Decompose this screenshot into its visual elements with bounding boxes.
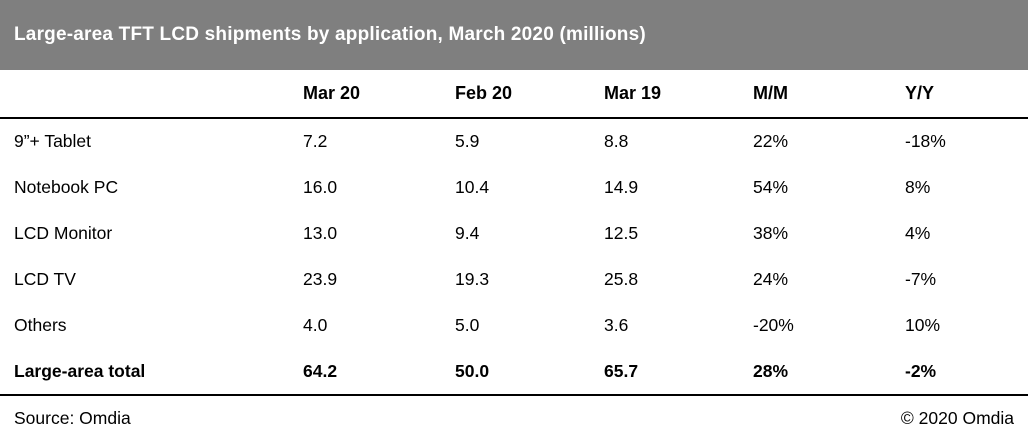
cell-value: 23.9 bbox=[303, 268, 338, 289]
cell-value: 25.8 bbox=[604, 268, 639, 289]
header-application bbox=[0, 70, 303, 119]
cell-value: 5.9 bbox=[455, 131, 480, 151]
cell-value: 24% bbox=[753, 268, 789, 289]
header-yy: Y/Y bbox=[905, 70, 1028, 119]
cell-value: 3.6 bbox=[604, 314, 629, 335]
cell-value: -7% bbox=[905, 268, 937, 289]
table-row: 9”+ Tablet 7.2 5.9 8.8 22% -18% bbox=[0, 118, 1028, 164]
table-row: Notebook PC 16.0 10.4 14.9 54% 8% bbox=[0, 164, 1028, 210]
cell-value: 10.4 bbox=[455, 176, 490, 197]
cell-value: 50.0 bbox=[455, 360, 490, 381]
cell-value: 7.2 bbox=[303, 131, 328, 151]
header-mar19: Mar 19 bbox=[604, 70, 753, 119]
header-row: Mar 20 Feb 20 Mar 19 M/M Y/Y bbox=[0, 70, 1028, 119]
cell-value: 10% bbox=[905, 314, 941, 335]
figure-footer: Source: Omdia © 2020 Omdia bbox=[0, 394, 1028, 440]
source-label: Source: Omdia bbox=[14, 407, 131, 428]
header-mar20: Mar 20 bbox=[303, 70, 455, 119]
table-row: LCD Monitor 13.0 9.4 12.5 38% 4% bbox=[0, 210, 1028, 256]
figure-title: Large-area TFT LCD shipments by applicat… bbox=[0, 0, 1028, 70]
cell-value: 22% bbox=[753, 131, 789, 151]
table-row: LCD TV 23.9 19.3 25.8 24% -7% bbox=[0, 256, 1028, 302]
cell-value: 28% bbox=[753, 360, 789, 381]
cell-value: -18% bbox=[905, 131, 946, 151]
cell-value: 13.0 bbox=[303, 222, 338, 243]
cell-value: 54% bbox=[753, 176, 789, 197]
cell-value: 19.3 bbox=[455, 268, 490, 289]
cell-value: 4.0 bbox=[303, 314, 328, 335]
row-label: LCD Monitor bbox=[14, 222, 113, 243]
shipments-table: Mar 20 Feb 20 Mar 19 M/M Y/Y 9”+ Tablet 7… bbox=[0, 70, 1028, 394]
cell-value: 4% bbox=[905, 222, 931, 243]
header-mm: M/M bbox=[753, 70, 905, 119]
cell-value: 65.7 bbox=[604, 360, 639, 381]
row-label: Notebook PC bbox=[14, 176, 119, 197]
cell-value: -20% bbox=[753, 314, 794, 335]
row-label: Others bbox=[14, 314, 67, 335]
cell-value: 38% bbox=[753, 222, 789, 243]
cell-value: 8.8 bbox=[604, 131, 629, 151]
row-label: 9”+ Tablet bbox=[14, 131, 92, 151]
cell-value: -2% bbox=[905, 360, 937, 381]
cell-value: 9.4 bbox=[455, 222, 480, 243]
table-row: Others 4.0 5.0 3.6 -20% 10% bbox=[0, 302, 1028, 348]
cell-value: 5.0 bbox=[455, 314, 480, 335]
row-label: Large-area total bbox=[14, 360, 146, 381]
copyright-label: © 2020 Omdia bbox=[900, 407, 1014, 428]
cell-value: 16.0 bbox=[303, 176, 338, 197]
table-row: Large-area total 64.2 50.0 65.7 28% -2% bbox=[0, 348, 1028, 394]
cell-value: 8% bbox=[905, 176, 931, 197]
cell-value: 12.5 bbox=[604, 222, 639, 243]
table-header: Mar 20 Feb 20 Mar 19 M/M Y/Y bbox=[0, 70, 1028, 119]
table-body: 9”+ Tablet 7.2 5.9 8.8 22% -18% Notebook PC 16.… bbox=[0, 118, 1028, 394]
cell-value: 64.2 bbox=[303, 360, 338, 381]
header-feb20: Feb 20 bbox=[455, 70, 604, 119]
row-label: LCD TV bbox=[14, 268, 76, 289]
cell-value: 14.9 bbox=[604, 176, 639, 197]
